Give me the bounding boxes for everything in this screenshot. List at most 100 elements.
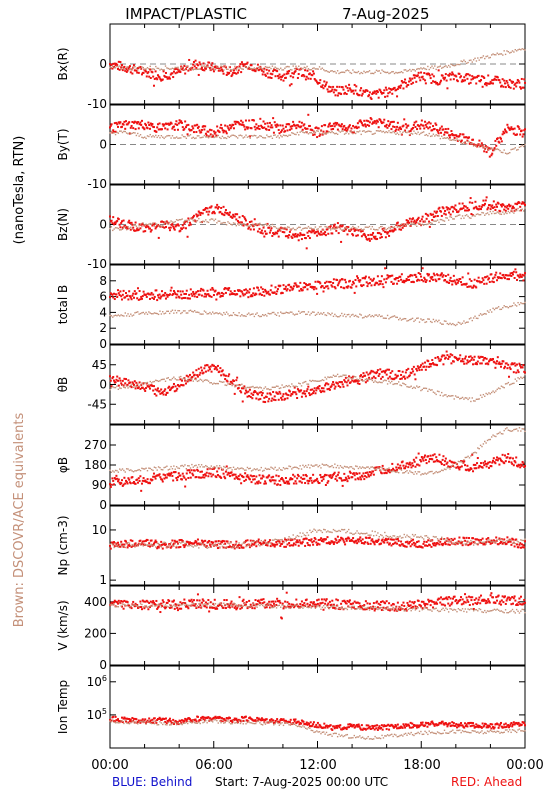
data-point xyxy=(440,463,443,466)
data-point xyxy=(228,383,231,385)
data-point xyxy=(366,226,368,228)
data-point xyxy=(305,131,307,133)
data-point xyxy=(145,467,147,469)
data-point xyxy=(385,231,388,234)
data-point xyxy=(376,89,379,92)
data-point xyxy=(167,223,169,225)
data-point xyxy=(250,313,253,316)
data-point xyxy=(292,227,294,229)
data-point xyxy=(355,85,358,88)
data-point xyxy=(517,49,519,51)
data-point xyxy=(206,207,209,210)
data-point xyxy=(348,70,350,72)
data-point xyxy=(132,64,135,67)
data-point xyxy=(287,72,290,75)
data-point xyxy=(200,369,203,372)
data-point xyxy=(250,64,253,67)
data-point xyxy=(257,398,260,401)
data-point xyxy=(137,383,139,385)
data-point xyxy=(368,276,371,279)
data-point xyxy=(395,382,397,385)
data-point xyxy=(233,392,236,395)
data-point xyxy=(277,469,279,471)
data-point xyxy=(145,137,147,140)
data-point xyxy=(496,52,498,54)
data-point xyxy=(335,72,337,74)
data-point xyxy=(517,207,519,210)
data-point xyxy=(481,211,483,214)
data-point xyxy=(396,132,399,134)
data-point xyxy=(482,199,485,202)
data-point xyxy=(457,210,460,213)
data-point xyxy=(505,274,508,277)
data-point xyxy=(427,318,429,320)
data-point xyxy=(288,134,290,136)
data-point xyxy=(364,131,367,133)
data-point xyxy=(119,483,122,486)
data-point xyxy=(272,479,275,482)
data-point xyxy=(447,127,450,130)
data-point xyxy=(370,97,373,100)
data-point xyxy=(320,230,323,233)
data-point xyxy=(414,223,417,226)
data-point xyxy=(224,470,227,473)
data-point xyxy=(489,56,492,59)
data-point xyxy=(326,388,329,391)
data-point xyxy=(403,130,405,132)
data-point xyxy=(433,363,436,366)
data-point xyxy=(248,386,250,389)
data-point xyxy=(195,378,197,381)
data-point xyxy=(240,119,243,122)
data-point xyxy=(495,271,498,274)
data-point xyxy=(164,297,167,300)
data-point xyxy=(178,119,181,122)
data-point xyxy=(125,132,128,134)
data-point xyxy=(210,370,213,373)
data-point xyxy=(208,366,211,369)
data-point xyxy=(244,217,247,220)
data-point xyxy=(508,128,511,131)
data-point xyxy=(509,151,511,154)
data-point xyxy=(521,144,523,146)
data-point xyxy=(475,467,478,470)
data-point xyxy=(344,479,347,482)
data-point xyxy=(262,70,265,73)
data-point xyxy=(499,53,501,55)
data-point xyxy=(171,72,174,75)
data-point xyxy=(425,365,428,368)
data-point xyxy=(314,314,317,316)
data-point xyxy=(509,272,512,275)
data-point xyxy=(324,314,326,316)
data-point xyxy=(400,133,403,135)
data-point xyxy=(220,313,222,315)
data-point xyxy=(263,225,265,227)
data-point xyxy=(199,137,201,139)
data-point xyxy=(261,389,264,392)
y-tick-label: 0 xyxy=(99,57,107,71)
data-point xyxy=(338,381,341,384)
data-point xyxy=(119,121,122,124)
data-point xyxy=(240,482,243,485)
data-point xyxy=(368,282,371,285)
data-point xyxy=(119,229,121,231)
data-point xyxy=(510,274,513,277)
data-point xyxy=(330,477,333,480)
data-point xyxy=(317,68,319,70)
data-point xyxy=(354,89,357,92)
data-point xyxy=(479,362,482,365)
data-point xyxy=(468,397,471,399)
data-point xyxy=(300,125,303,128)
data-point xyxy=(384,369,387,372)
data-point xyxy=(377,126,380,129)
data-point xyxy=(259,117,262,120)
data-point xyxy=(402,131,404,134)
data-point xyxy=(121,66,124,69)
data-point xyxy=(270,284,273,287)
data-point xyxy=(464,79,467,82)
data-point xyxy=(377,315,379,318)
data-point xyxy=(374,120,377,123)
data-point xyxy=(470,78,473,81)
data-point xyxy=(109,375,111,378)
data-point xyxy=(238,224,240,226)
data-point xyxy=(160,68,163,70)
